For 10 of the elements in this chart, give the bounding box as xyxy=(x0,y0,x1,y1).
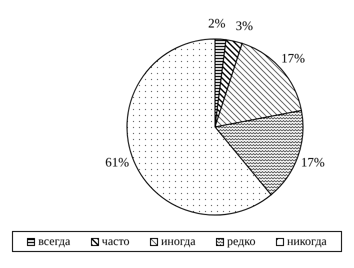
legend-label: часто xyxy=(100,234,130,249)
legend-label: всегда xyxy=(37,234,70,249)
legend-label: никогда xyxy=(286,234,327,249)
legend-label: иногда xyxy=(160,234,196,249)
data-label: 17% xyxy=(281,50,306,66)
legend-label: редко xyxy=(226,234,256,249)
data-label: 61% xyxy=(105,154,130,170)
data-label: 17% xyxy=(300,154,325,170)
data-label: 2% xyxy=(208,16,226,31)
data-label: 3% xyxy=(236,18,254,34)
